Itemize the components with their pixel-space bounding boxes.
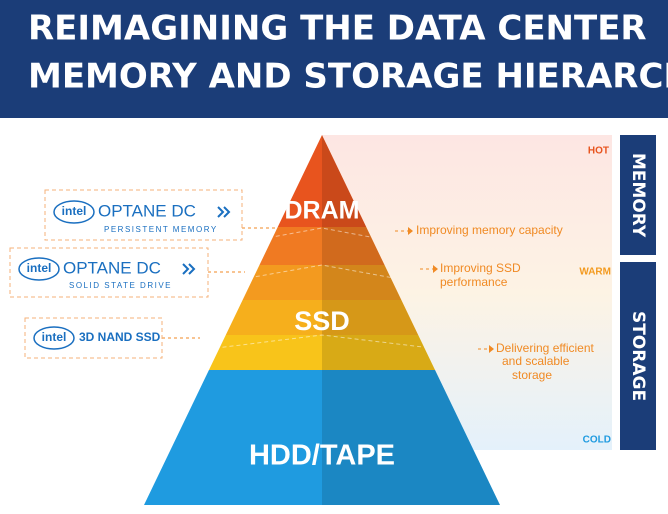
connectors (162, 227, 489, 350)
memory-bar (620, 135, 656, 255)
brand: intel (27, 261, 52, 275)
annotation: storage (512, 368, 552, 382)
brand: intel (42, 330, 67, 344)
annotation: Improving SSD (440, 261, 521, 275)
tier-label: HDD/TAPE (249, 440, 395, 472)
product-name: 3D NAND SSD (79, 330, 161, 344)
annotation: Delivering efficient (496, 341, 594, 355)
brand: intel (62, 204, 87, 218)
header (0, 0, 668, 118)
title-line: REIMAGINING THE DATA CENTER (28, 9, 647, 49)
title-line: MEMORY AND STORAGE HIERARCHY (28, 57, 668, 97)
product-badge: intel OPTANE DC PERSISTENT MEMORY (44, 189, 243, 241)
annotation: Improving memory capacity (416, 223, 563, 237)
storage-bar (620, 262, 656, 450)
temp-label: COLD (583, 435, 611, 446)
product-subtitle: SOLID STATE DRIVE (69, 281, 172, 290)
temp-label: WARM (579, 267, 611, 278)
annotation: performance (440, 275, 508, 289)
side-label: STORAGE (628, 311, 648, 401)
product-name: OPTANE DC (98, 201, 196, 220)
side-label: MEMORY (628, 153, 648, 238)
temp-label: HOT (588, 146, 609, 157)
tier-label: SSD (294, 306, 350, 336)
product-subtitle: PERSISTENT MEMORY (104, 225, 218, 234)
product-name: OPTANE DC (63, 258, 161, 277)
arrows (408, 227, 494, 353)
product-badge: intel OPTANE DC SOLID STATE DRIVE (9, 247, 209, 298)
annotation: and scalable (502, 354, 570, 368)
tier-label: DRAM (285, 197, 360, 225)
product-badge: intel 3D NAND SSD (24, 317, 163, 359)
